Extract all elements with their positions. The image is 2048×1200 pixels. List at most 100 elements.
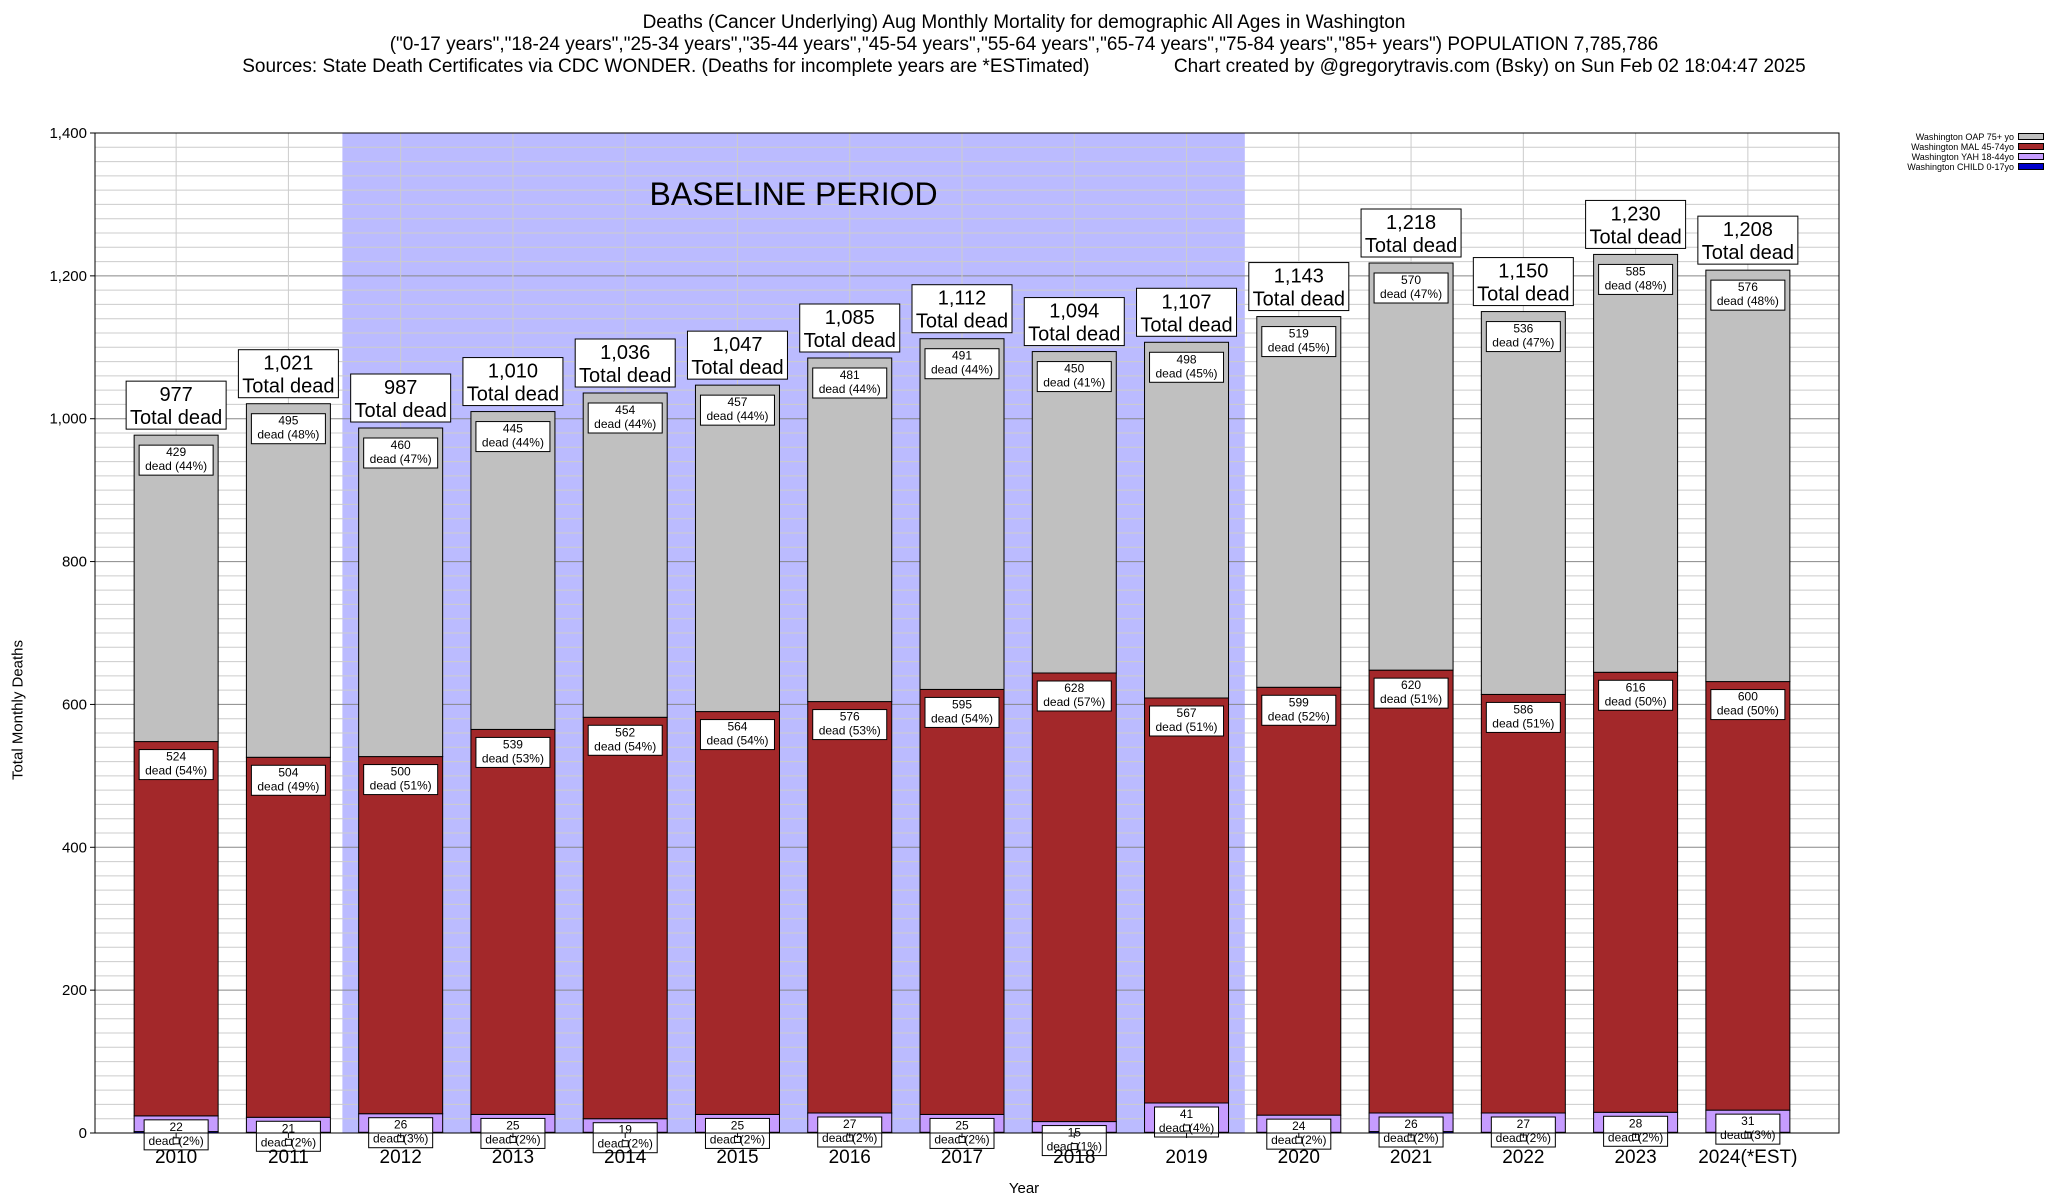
bar-segment-oap — [1368, 262, 1454, 671]
chart-source-credit: Sources: State Death Certificates via CD… — [0, 56, 2048, 78]
total-data-label-line: Total dead — [1702, 242, 1794, 264]
total-data-label-line: 1,047 — [712, 334, 762, 356]
mal-data-label-box — [363, 764, 439, 796]
mal-data-label-box — [250, 764, 326, 796]
bar-segment-mal — [1480, 693, 1566, 1114]
oap-data-label-line: dead (45%) — [1268, 341, 1330, 355]
x-tick-label: 2023 — [1614, 1147, 1656, 1168]
bar-segment-oap — [358, 427, 444, 758]
bar-segment-oap — [807, 357, 893, 703]
yah-data-label-box — [817, 1116, 883, 1148]
yah-data-label-box — [1041, 1125, 1107, 1157]
total-data-label-line: 1,010 — [488, 361, 538, 383]
oap-data-label-line: 481 — [840, 368, 860, 382]
mal-data-label-line: 586 — [1513, 702, 1533, 716]
total-data-label-line: 1,150 — [1498, 261, 1548, 283]
total-data-label-box — [574, 338, 676, 388]
oap-data-label-box — [138, 444, 214, 476]
bar-segment-oap — [1480, 311, 1566, 695]
total-data-label-line: Total dead — [355, 400, 447, 422]
child-marker — [172, 1137, 180, 1145]
oap-data-label-line: dead (44%) — [931, 363, 993, 377]
total-data-label-line: Total dead — [1477, 284, 1569, 306]
oap-data-label-line: dead (44%) — [819, 382, 881, 396]
total-data-label-line: Total dead — [1028, 324, 1120, 346]
bar-segment-mal — [1256, 686, 1342, 1116]
yah-data-label-line: 25 — [731, 1118, 745, 1132]
total-data-label-line: 977 — [159, 384, 192, 406]
child-marker — [1070, 1143, 1078, 1151]
yah-data-label-line: 21 — [282, 1121, 296, 1135]
mal-data-label-line: dead (54%) — [145, 764, 207, 778]
chart-subtitle: ("0-17 years","18-24 years","25-34 years… — [389, 34, 1659, 55]
oap-data-label-line: dead (47%) — [1380, 287, 1442, 301]
mal-data-label-line: dead (51%) — [1492, 716, 1554, 730]
total-data-label-line: 1,208 — [1723, 219, 1773, 241]
mal-data-label-line: dead (51%) — [1380, 692, 1442, 706]
chart-title-block: Deaths (Cancer Underlying) Aug Monthly M… — [0, 12, 2048, 78]
total-data-label-box — [125, 380, 227, 430]
oap-data-label-line: 457 — [727, 395, 747, 409]
yah-data-label-line: 22 — [169, 1120, 183, 1134]
mal-data-label-line: 562 — [615, 725, 635, 739]
bar-segment-oap — [1593, 253, 1679, 673]
mal-data-label-line: 567 — [1177, 706, 1197, 720]
oap-data-label-line: 450 — [1064, 362, 1084, 376]
bar-segment-mal — [1593, 671, 1679, 1113]
legend-label: Washington YAH 18-44yo — [1911, 152, 2014, 162]
total-data-label-line: Total dead — [1253, 289, 1345, 311]
mal-data-label-line: dead (53%) — [482, 751, 544, 765]
oap-data-label-box — [1261, 326, 1337, 358]
yah-data-label-box — [1490, 1116, 1556, 1148]
mal-data-label-box — [475, 736, 551, 768]
mal-data-label-line: dead (51%) — [370, 779, 432, 793]
child-marker — [1295, 1136, 1303, 1144]
oap-data-label-line: 491 — [952, 349, 972, 363]
mal-data-label-line: 620 — [1401, 678, 1421, 692]
yah-data-label-line: 41 — [1180, 1107, 1194, 1121]
total-data-label-box — [1472, 257, 1574, 307]
oap-data-label-line: dead (44%) — [482, 436, 544, 450]
x-tick-label: 2024(*EST) — [1698, 1147, 1797, 1168]
total-data-label-line: 987 — [384, 377, 417, 399]
oap-data-label-line: 498 — [1177, 352, 1197, 366]
total-data-label-line: Total dead — [467, 384, 559, 406]
yah-data-label-box — [1603, 1115, 1669, 1147]
bar-segment-mal — [582, 716, 668, 1120]
mal-data-label-box — [1261, 694, 1337, 726]
mal-data-label-box — [1710, 689, 1786, 721]
bar-segment-oap — [1144, 341, 1230, 699]
mal-data-label-box — [1485, 701, 1561, 733]
mal-data-label-box — [1373, 677, 1449, 709]
yah-data-label-line: 26 — [394, 1118, 408, 1132]
oap-data-label-line: dead (41%) — [1043, 376, 1105, 390]
bar-segment-oap — [694, 384, 780, 713]
oap-data-label-line: dead (47%) — [370, 452, 432, 466]
yah-data-label-line: 25 — [955, 1118, 969, 1132]
total-data-label-line: 1,230 — [1611, 203, 1661, 225]
legend-item: Washington YAH 18-44yo — [1866, 152, 2044, 162]
total-data-label-box — [686, 330, 788, 380]
legend-label: Washington OAP 75+ yo — [1915, 132, 2014, 142]
total-data-label-line: 1,143 — [1274, 266, 1324, 288]
bar-segment-oap — [582, 392, 668, 718]
oap-data-label-box — [1149, 351, 1225, 383]
total-data-label-box — [799, 303, 901, 353]
total-data-label-line: Total dead — [579, 365, 671, 387]
